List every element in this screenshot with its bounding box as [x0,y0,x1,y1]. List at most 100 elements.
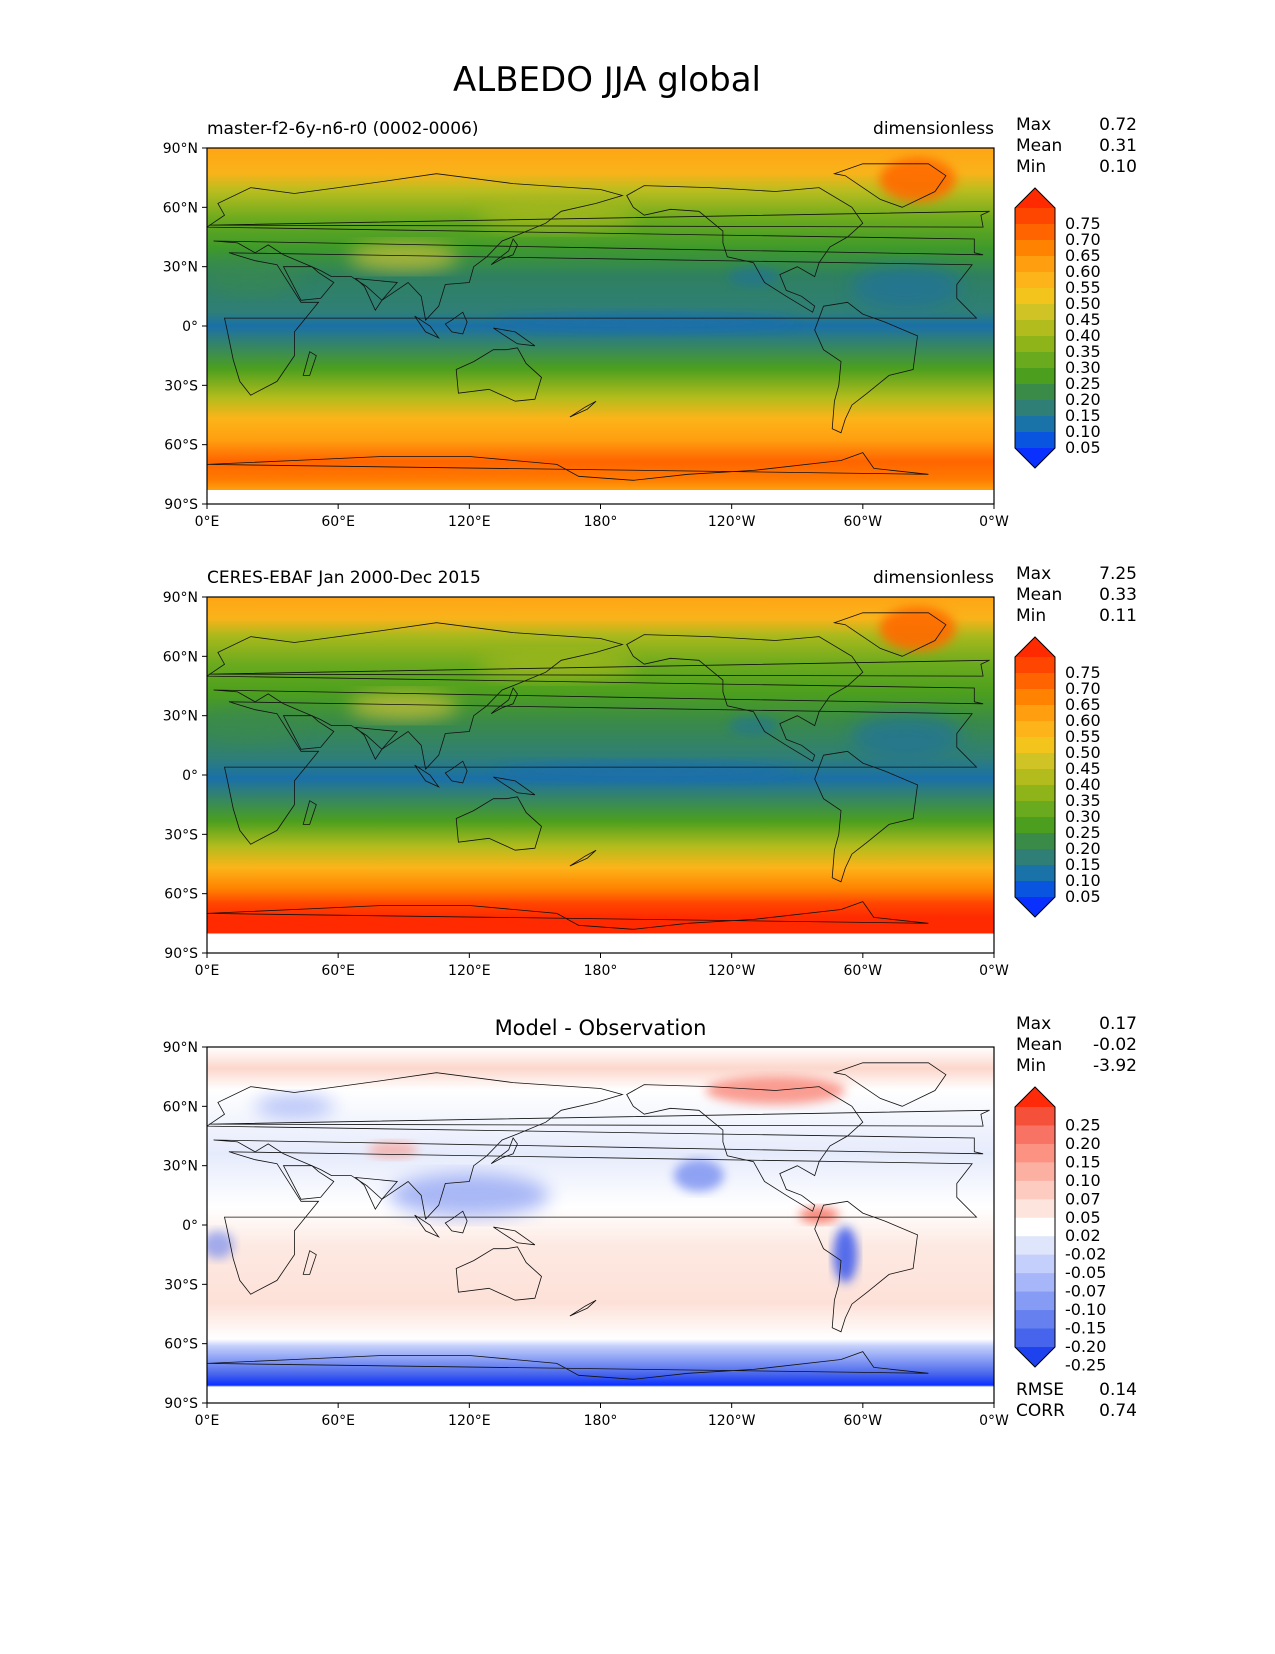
y-tick-label: 90°N [163,590,198,606]
colorbar-segment [1015,657,1055,674]
coastline [354,726,399,761]
coastline [832,163,947,208]
colorbar-tick-label: 0.20 [1065,1134,1101,1153]
coastline [814,750,918,883]
sahara-feature [207,258,301,295]
tibet-positive-bias [367,1141,418,1158]
colorbar: 0.750.700.650.600.550.500.450.400.350.30… [1014,187,1101,469]
colorbar-tick-label: 0.40 [1065,775,1101,794]
colorbar-tick-label: 0.40 [1065,326,1101,345]
x-tick-label: 120°W [708,1413,756,1429]
itcz-low-albedo [494,312,795,333]
colorbar-tick-label: 0.10 [1065,1171,1101,1190]
colorbar-segment [1015,384,1055,401]
colorbar-tick-label: 0.60 [1065,711,1101,730]
panel-diff: 90°N 60°N 30°N 0° 30°S 60°S 90°S0°E 60°E 120°E 18… [163,1014,1137,1429]
tibet-plateau-feature [348,242,459,271]
x-tick-label: 180° [584,963,618,979]
colorbar-outline [1014,636,1056,918]
coastline [282,715,335,750]
coastline [569,1299,597,1317]
map-area [207,597,994,953]
colorbar-tick-label: 0.50 [1065,294,1101,313]
coastline [493,327,536,347]
coastline [207,901,929,930]
coastline [493,1226,536,1246]
map-area [207,148,994,504]
colorbar-segment [1015,1273,1055,1293]
colorbar-tick-label: 0.15 [1065,855,1101,874]
stat-value: 0.72 [1099,115,1137,135]
coastline [493,776,536,796]
colorbar-segment [1015,1143,1055,1163]
stat-label: Min [1016,606,1046,626]
stat-label: Mean [1016,1035,1062,1055]
colorbar-segment [1015,817,1055,834]
colorbar-segment [1015,689,1055,706]
colorbar-segment [1015,1217,1055,1237]
y-tick-label: 0° [182,768,198,784]
colorbar-segment [1015,320,1055,337]
footer-stat-value: 0.14 [1099,1380,1137,1400]
x-tick-label: 120°E [448,963,491,979]
coastline [224,701,978,845]
stat-value: 0.17 [1099,1014,1137,1034]
coastline [490,238,518,266]
coastline [455,347,542,402]
coastline [207,452,929,481]
tibet-plateau-feature [348,691,459,720]
x-tick-label: 60°E [321,514,355,530]
coastline [414,764,440,788]
coastline [569,849,597,867]
colorbar-tick-label: -0.25 [1065,1355,1106,1374]
colorbar-segment [1015,801,1055,818]
panel-model: 90°N 60°N 30°N 0° 30°S 60°S 90°S0°E 60°E 120°E 18… [163,115,1137,530]
coastline [444,1210,468,1234]
colorbar-tick-label: 0.65 [1065,695,1101,714]
y-tick-label: 60°S [164,438,198,454]
colorbar-segment [1015,881,1055,898]
colorbar-tick-label: 0.75 [1065,663,1101,682]
colorbar-tick-label: 0.20 [1065,839,1101,858]
coastline [490,1137,518,1165]
coastline [444,311,468,335]
coastline [444,760,468,784]
colorbar-extend-max [1015,1087,1055,1107]
coastline [814,301,918,434]
colorbar-tick-label: -0.20 [1065,1337,1106,1356]
colorbar-tick-label: 0.25 [1065,1115,1101,1134]
y-tick-label: 30°N [163,709,198,725]
stat-value: 7.25 [1099,564,1137,584]
colorbar-extend-min [1015,897,1055,917]
colorbar-tick-label: 0.60 [1065,262,1101,281]
colorbar-tick-label: 0.30 [1065,358,1101,377]
stat-label: Mean [1016,585,1062,605]
stat-label: Mean [1016,136,1062,156]
y-tick-label: 30°N [163,1159,198,1175]
colorbar-segment [1015,1328,1055,1348]
colorbar-segment [1015,1236,1055,1256]
colorbar-segment [1015,336,1055,353]
x-tick-label: 60°E [321,1413,355,1429]
colorbar-segment [1015,432,1055,449]
colorbar-tick-label: 0.55 [1065,727,1101,746]
colorbar-extend-min [1015,448,1055,468]
x-tick-label: 0°W [979,514,1009,530]
coastline [224,252,978,396]
colorbar-segment [1015,705,1055,722]
coastline [302,1250,317,1275]
x-tick-label: 0°W [979,963,1009,979]
panel-obs: 90°N 60°N 30°N 0° 30°S 60°S 90°S0°E 60°E 120°E 18… [163,564,1137,979]
x-tick-label: 0°E [195,514,220,530]
stat-value: -0.02 [1093,1035,1137,1055]
colorbar-segment [1015,721,1055,738]
colorbar-tick-label: 0.20 [1065,390,1101,409]
colorbar: 0.750.700.650.600.550.500.450.400.350.30… [1014,636,1101,918]
colorbar-tick-label: 0.25 [1065,823,1101,842]
colorbar-tick-label: 0.70 [1065,679,1101,698]
y-tick-label: 90°N [163,1040,198,1056]
coastline [207,622,984,770]
coastline [207,173,984,321]
coastline [626,185,864,313]
coastline [455,796,542,851]
